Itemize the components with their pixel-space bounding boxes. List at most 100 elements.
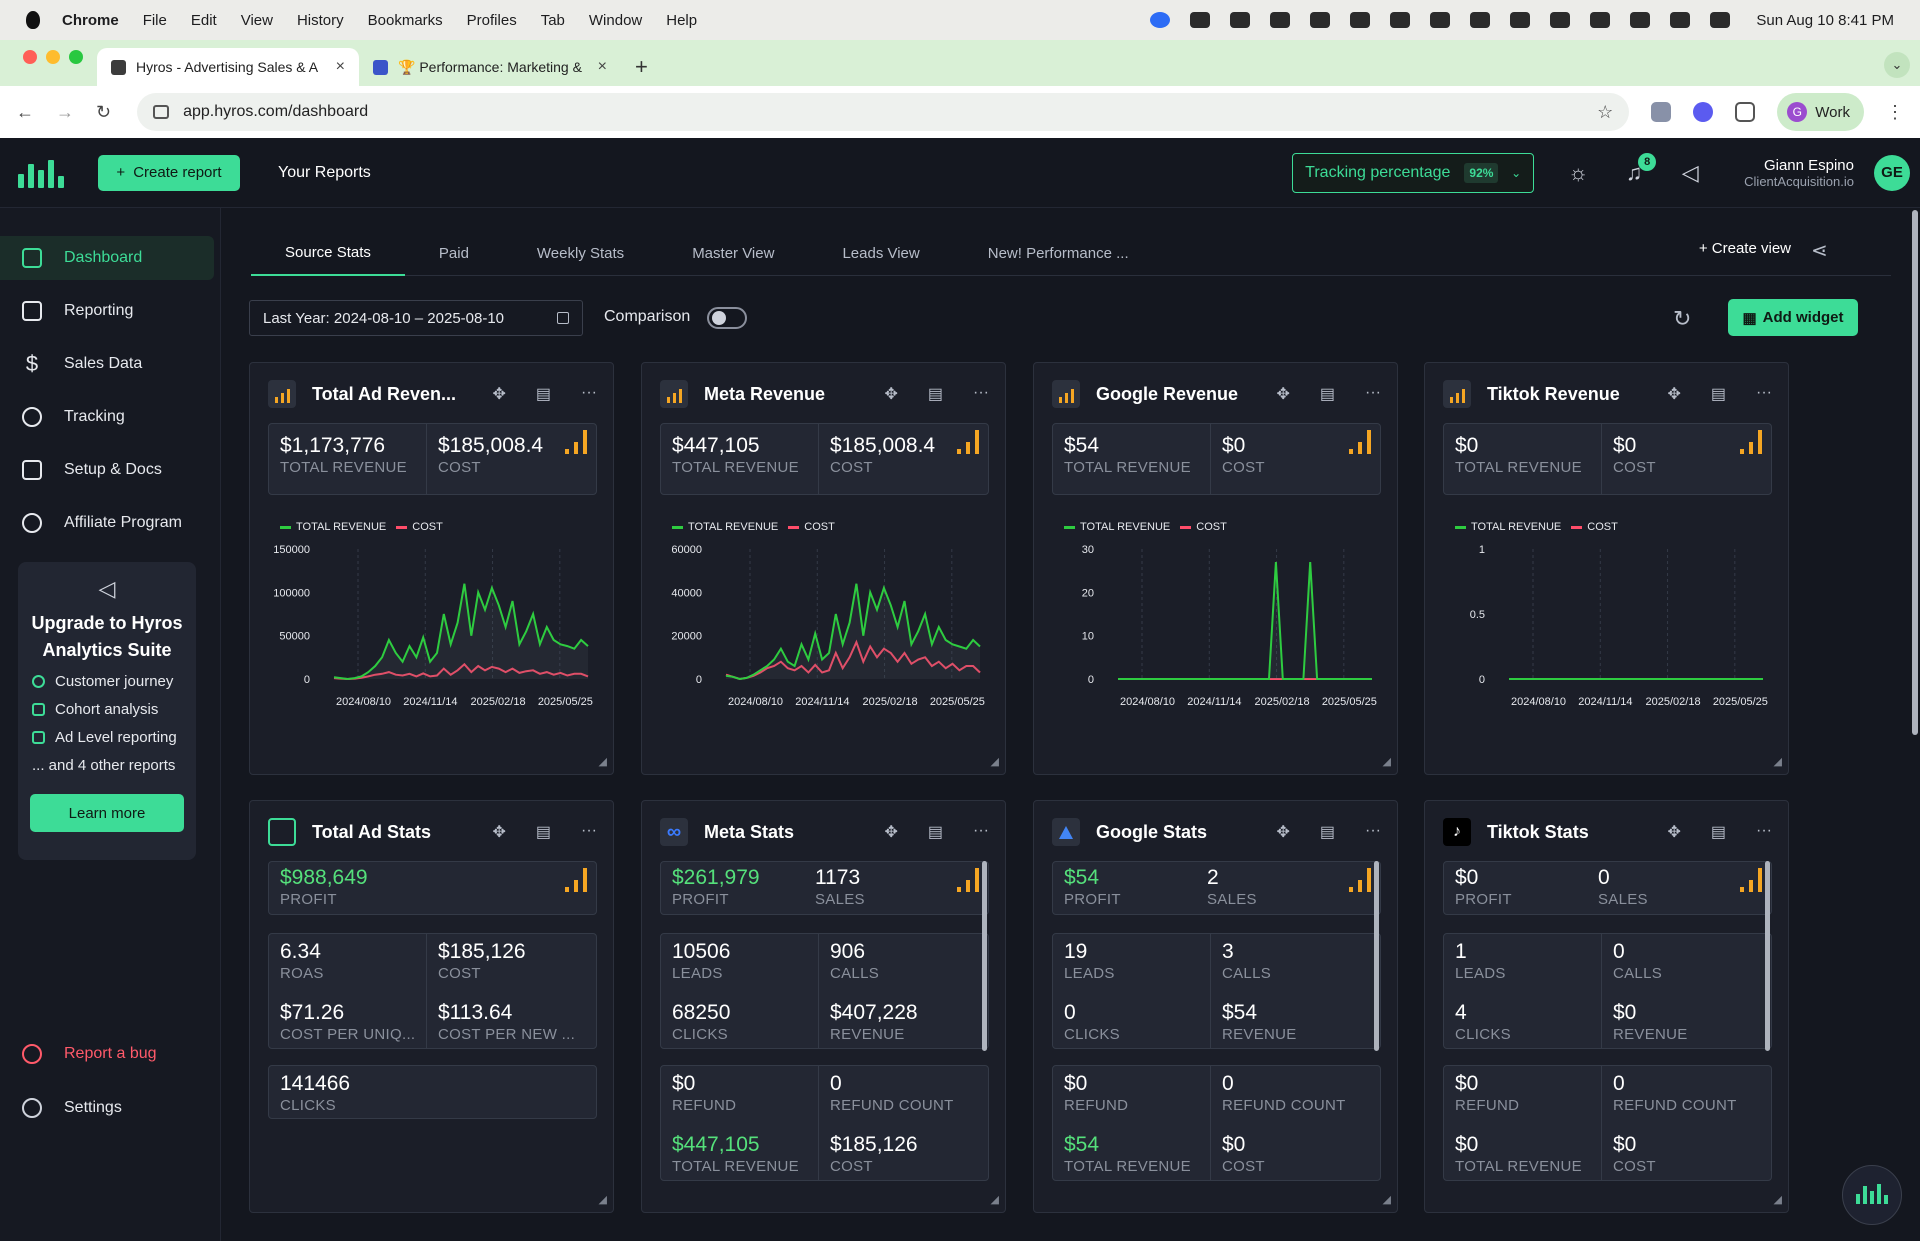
sidebar-item-setup-docs[interactable]: Setup & Docs: [0, 448, 214, 492]
menu-tab[interactable]: Tab: [540, 11, 565, 29]
play-icon[interactable]: [1550, 12, 1571, 28]
resize-handle-icon[interactable]: ◢: [990, 756, 999, 768]
extension-status-icon[interactable]: [1230, 12, 1251, 28]
menu-profiles[interactable]: Profiles: [466, 11, 517, 29]
move-icon[interactable]: ✥: [884, 824, 898, 841]
control-center-icon[interactable]: [1710, 12, 1731, 28]
bars-icon[interactable]: [565, 430, 587, 454]
bars-icon[interactable]: [957, 868, 979, 892]
tab-leads-view[interactable]: Leads View: [842, 244, 920, 262]
bars-icon[interactable]: [565, 868, 587, 892]
more-icon[interactable]: ···: [973, 384, 989, 401]
resize-handle-icon[interactable]: ◢: [1382, 1194, 1391, 1206]
settings-link[interactable]: Settings: [22, 1098, 122, 1118]
moon-icon[interactable]: [1470, 12, 1491, 28]
widget-scrollbar[interactable]: [1374, 861, 1379, 1051]
feed-icon[interactable]: [1350, 12, 1371, 28]
more-icon[interactable]: ···: [1365, 384, 1381, 401]
widget-scrollbar[interactable]: [982, 861, 987, 1051]
legend-cost[interactable]: COST: [1180, 521, 1227, 533]
browser-tab-hyros[interactable]: Hyros - Advertising Sales & A ×: [97, 48, 359, 86]
move-icon[interactable]: ✥: [492, 386, 506, 403]
create-view-button[interactable]: + Create view: [1699, 240, 1791, 257]
app-status-icon[interactable]: [1310, 12, 1331, 28]
screen-icon[interactable]: [1270, 12, 1291, 28]
page-scrollbar[interactable]: [1912, 210, 1918, 735]
address-bar[interactable]: app.hyros.com/dashboard ☆: [137, 93, 1630, 131]
extension-code-icon[interactable]: [1651, 102, 1672, 122]
tab-paid[interactable]: Paid: [438, 244, 469, 262]
zoom-icon[interactable]: [1150, 12, 1171, 28]
resize-handle-icon[interactable]: ◢: [1382, 756, 1391, 768]
revenue-series-line[interactable]: [333, 583, 589, 681]
notes-icon[interactable]: ▤: [927, 824, 944, 841]
tab-search-icon[interactable]: ⌄: [1884, 52, 1910, 78]
close-tab-icon[interactable]: ×: [597, 58, 607, 75]
learn-more-button[interactable]: Learn more: [30, 794, 184, 832]
create-report-button[interactable]: + Create report: [98, 154, 240, 191]
your-reports-link[interactable]: Your Reports: [278, 163, 371, 181]
sidebar-item-dashboard[interactable]: Dashboard: [0, 236, 214, 280]
tab-new-performance[interactable]: New! Performance ...: [987, 244, 1129, 262]
maximize-window-button[interactable]: [69, 50, 83, 64]
browser-menu-icon[interactable]: ⋮: [1886, 101, 1904, 122]
legend-revenue[interactable]: TOTAL REVENUE: [1064, 521, 1170, 533]
notes-icon[interactable]: ▤: [1319, 386, 1336, 403]
refresh-icon[interactable]: ↻: [1673, 306, 1692, 331]
hyros-assistant-button[interactable]: [1842, 1165, 1902, 1225]
profile-button[interactable]: G Work: [1777, 93, 1864, 131]
more-icon[interactable]: ···: [581, 822, 597, 839]
notes-icon[interactable]: ▤: [535, 824, 552, 841]
bars-icon[interactable]: [1349, 868, 1371, 892]
tab-master-view[interactable]: Master View: [692, 244, 775, 262]
theme-sun-icon[interactable]: ☼: [1568, 159, 1589, 185]
menu-window[interactable]: Window: [588, 11, 643, 29]
report-bug-link[interactable]: Report a bug: [22, 1044, 157, 1064]
cloud-icon[interactable]: [1190, 12, 1211, 28]
url-text[interactable]: app.hyros.com/dashboard: [183, 103, 369, 120]
legend-cost[interactable]: COST: [396, 521, 443, 533]
more-icon[interactable]: ···: [973, 822, 989, 839]
bars-icon[interactable]: [1740, 868, 1762, 892]
move-icon[interactable]: ✥: [492, 824, 506, 841]
legend-revenue[interactable]: TOTAL REVENUE: [1455, 521, 1561, 533]
menu-edit[interactable]: Edit: [190, 11, 217, 29]
move-icon[interactable]: ✥: [1667, 386, 1681, 403]
close-tab-icon[interactable]: ×: [335, 58, 345, 75]
resize-handle-icon[interactable]: ◢: [1773, 1194, 1782, 1206]
tracking-percentage-dropdown[interactable]: Tracking percentage 92% ⌄: [1292, 152, 1535, 193]
cost-series-line[interactable]: [725, 639, 981, 681]
close-window-button[interactable]: [23, 50, 37, 64]
comparison-toggle[interactable]: [707, 307, 747, 329]
move-icon[interactable]: ✥: [884, 386, 898, 403]
hyros-logo[interactable]: [18, 158, 64, 188]
notes-icon[interactable]: ▤: [1710, 824, 1727, 841]
menu-help[interactable]: Help: [666, 11, 698, 29]
notifications-bell-icon[interactable]: ♫ 8: [1622, 152, 1657, 185]
keyboard-input-icon[interactable]: [1510, 12, 1531, 28]
minimize-window-button[interactable]: [46, 50, 60, 64]
wifi-icon[interactable]: [1630, 12, 1651, 28]
resize-handle-icon[interactable]: ◢: [598, 1194, 607, 1206]
share-icon[interactable]: ⋖: [1811, 240, 1828, 262]
tab-weekly-stats[interactable]: Weekly Stats: [536, 244, 625, 262]
more-icon[interactable]: ···: [1365, 822, 1381, 839]
legend-cost[interactable]: COST: [1571, 521, 1618, 533]
reload-icon[interactable]: ↻: [96, 101, 112, 122]
battery-icon[interactable]: [1590, 12, 1611, 28]
revenue-series-line[interactable]: [725, 583, 981, 681]
legend-cost[interactable]: COST: [788, 521, 835, 533]
browser-tab-performance[interactable]: 🏆 Performance: Marketing & ×: [359, 48, 621, 86]
cost-series-line[interactable]: [333, 662, 589, 681]
bars-icon[interactable]: [1349, 430, 1371, 454]
sidebar-item-tracking[interactable]: Tracking: [0, 395, 214, 439]
legend-revenue[interactable]: TOTAL REVENUE: [672, 521, 778, 533]
more-icon[interactable]: ···: [581, 384, 597, 401]
legend-revenue[interactable]: TOTAL REVENUE: [280, 521, 386, 533]
back-icon[interactable]: ←: [16, 101, 34, 122]
move-icon[interactable]: ✥: [1667, 824, 1681, 841]
revenue-series-line[interactable]: [1118, 561, 1372, 680]
menu-history[interactable]: History: [296, 11, 344, 29]
resize-handle-icon[interactable]: ◢: [598, 756, 607, 768]
move-icon[interactable]: ✥: [1276, 386, 1290, 403]
